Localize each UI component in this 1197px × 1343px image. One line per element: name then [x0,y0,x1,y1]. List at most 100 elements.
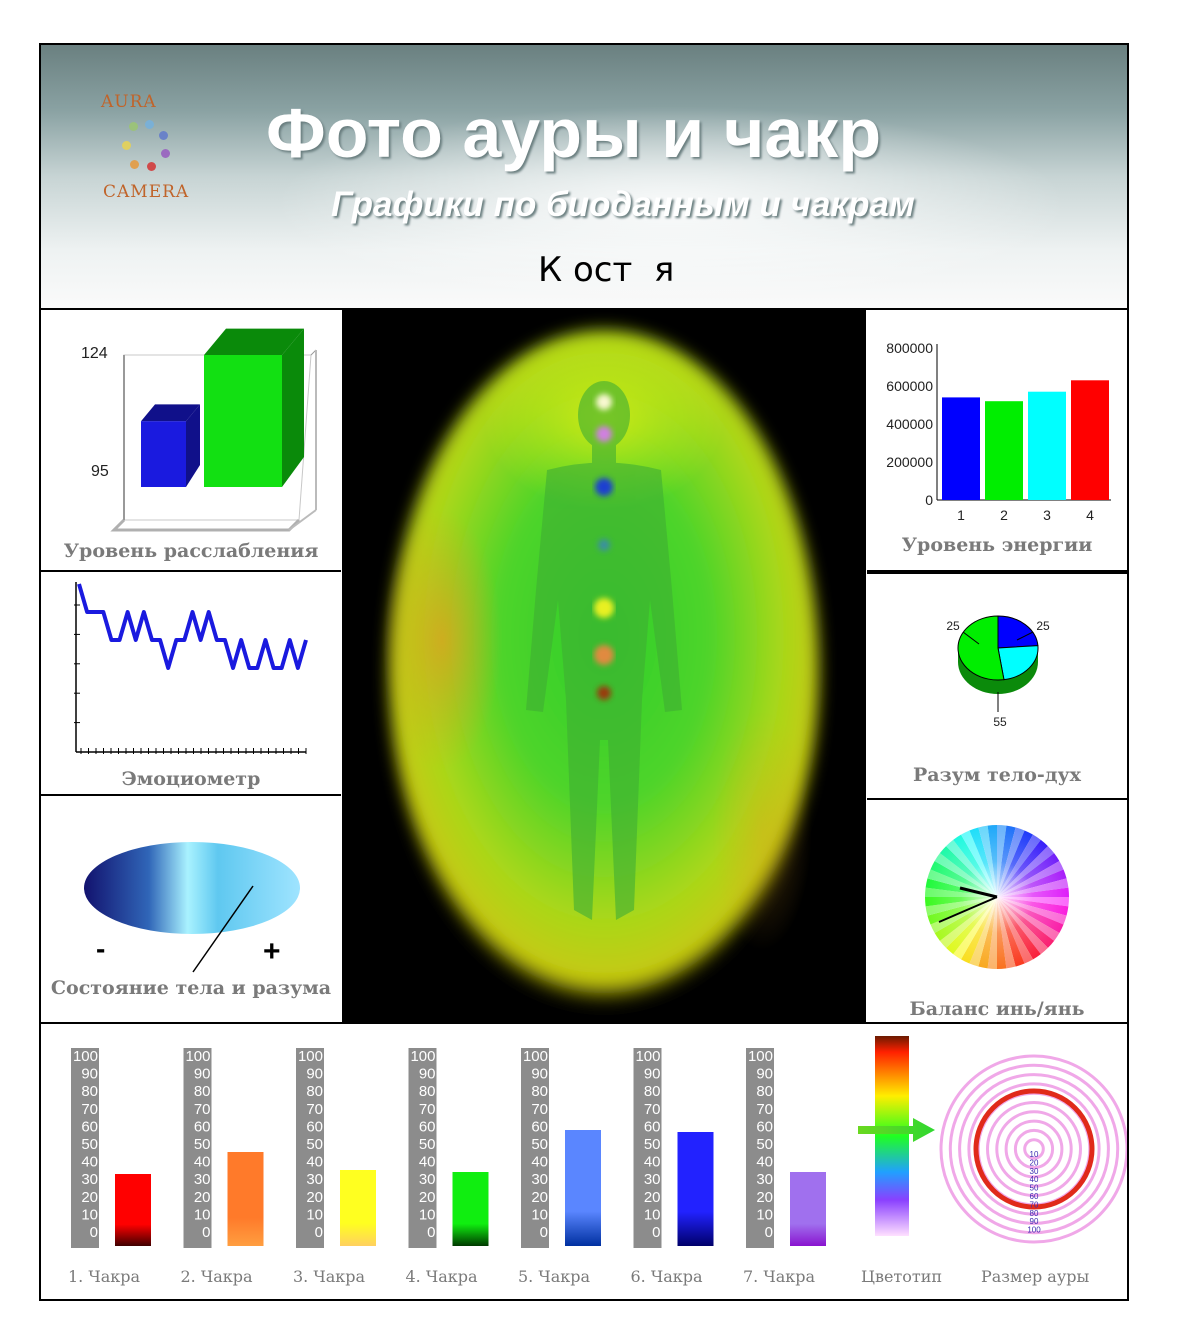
energy-y-tick: 200000 [886,454,933,470]
chakra-scale-tick: 60 [306,1118,323,1135]
chakra-4: 1009080706050403020100 [409,1048,489,1248]
energy-chart: 8000006000004000002000000 1234 [867,310,1127,530]
chakra-scale-tick: 50 [531,1136,548,1153]
chakra-scale-tick: 10 [306,1206,323,1223]
chakra-scale-tick: 30 [756,1171,773,1188]
emotiometer-chart [41,572,341,762]
chakra-scale-tick: 40 [81,1154,98,1171]
relaxation-bar-1 [141,404,200,487]
chakra-scale-tick: 0 [90,1224,98,1241]
aura-report: AURA CAMERA Фото ауры и чакр Графики по … [39,43,1129,1301]
body-mind-state-panel: - + Состояние тела и разума [41,796,341,1022]
plus-sign: + [263,935,281,968]
chakra-bars-chart: 1009080706050403020100100908070605040302… [41,1024,1127,1301]
chakra-scale-tick: 40 [194,1154,211,1171]
chakra-scale-tick: 60 [531,1118,548,1135]
chakra-scale-tick: 10 [756,1206,773,1223]
chakra-scale-tick: 100 [298,1048,323,1065]
chakra-scale-tick: 100 [185,1048,210,1065]
chakra-scale-tick: 100 [635,1048,660,1065]
chakra-scale-tick: 70 [194,1101,211,1118]
chakra-scale-tick: 10 [81,1206,98,1223]
chakra-bar-7 [790,1172,826,1246]
relaxation-bar-2 [204,329,304,487]
energy-x-tick: 2 [1000,507,1008,523]
chakra-bar-3 [340,1170,376,1246]
chakra-scale-tick: 30 [644,1171,661,1188]
chakra-scale-tick: 80 [531,1083,548,1100]
color-type-label: Цветотип [861,1267,942,1286]
color-type-bar [875,1036,909,1236]
chakra-scale-tick: 30 [194,1171,211,1188]
chakra-scale-tick: 70 [306,1101,323,1118]
logo-top-text: AURA [101,92,157,112]
relaxation-tick-top: 124 [81,345,108,362]
chakra-scale-tick: 20 [644,1189,661,1206]
chakra-scale-tick: 90 [531,1066,548,1083]
chakra-label-5: 5. Чакра [518,1267,590,1286]
chakra-scale-tick: 20 [306,1189,323,1206]
person-name: К ост я [538,250,674,290]
chakra-scale-tick: 40 [419,1154,436,1171]
chakra-scale-tick: 30 [531,1171,548,1188]
chakra-scale-tick: 20 [419,1189,436,1206]
chakra-scale-tick: 0 [765,1224,773,1241]
chakra-scale-tick: 10 [531,1206,548,1223]
mind-body-spirit-label: Разум тело-дух [867,764,1127,786]
chakra-label-7: 7. Чакра [743,1267,815,1286]
chakra-2: 1009080706050403020100 [184,1048,264,1248]
chakra-scale-tick: 20 [81,1189,98,1206]
chakra-scale-tick: 50 [306,1136,323,1153]
energy-y-tick: 600000 [886,378,933,394]
energy-x-tick: 3 [1043,507,1051,523]
chakra-scale-tick: 70 [756,1101,773,1118]
chakra-scale-tick: 60 [756,1118,773,1135]
chakra-scale-tick: 90 [194,1066,211,1083]
energy-bar-3 [1028,392,1066,500]
chakra-scale-tick: 80 [419,1083,436,1100]
energy-x-tick: 1 [957,507,965,523]
chakra-scale-tick: 80 [81,1083,98,1100]
mind-body-spirit-chart: 252555 [867,574,1127,754]
chakra-7: 1009080706050403020100 [746,1048,826,1248]
chakra-scale-tick: 100 [523,1048,548,1065]
chakra-label-1: 1. Чакра [68,1267,140,1286]
chakra-scale-tick: 50 [419,1136,436,1153]
chakras-section: 1009080706050403020100100908070605040302… [41,1022,1127,1301]
energy-y-tick: 0 [925,492,933,508]
chakra-scale-tick: 80 [194,1083,211,1100]
chakra-scale-tick: 10 [419,1206,436,1223]
yin-yang-label: Баланс инь/янь [867,998,1127,1020]
chakra-scale-tick: 90 [644,1066,661,1083]
chakra-bar-5 [565,1130,601,1246]
body-mind-ellipse [84,842,300,934]
chakra-scale-tick: 20 [756,1189,773,1206]
pie-label: 55 [993,715,1007,729]
chakra-3: 1009080706050403020100 [296,1048,376,1248]
page-title: Фото ауры и чакр [266,93,881,173]
chakra-scale-tick: 20 [194,1189,211,1206]
chakra-6: 1009080706050403020100 [634,1048,714,1248]
energy-panel: 8000006000004000002000000 1234 Уровень э… [867,310,1127,570]
chakra-scale-tick: 50 [81,1136,98,1153]
emotiometer-series [79,584,306,668]
chakra-scale-tick: 100 [748,1048,773,1065]
relaxation-label: Уровень расслабления [41,540,341,562]
chakra-scale-tick: 60 [194,1118,211,1135]
energy-bar-4 [1071,380,1109,500]
chakra-scale-tick: 40 [644,1154,661,1171]
chakra-scale-tick: 40 [531,1154,548,1171]
chakra-scale-tick: 10 [644,1206,661,1223]
header-banner: AURA CAMERA Фото ауры и чакр Графики по … [41,45,1127,310]
relaxation-chart: 124 95 [41,310,341,540]
chakra-scale-tick: 80 [756,1083,773,1100]
chakra-label-2: 2. Чакра [181,1267,253,1286]
page-subtitle: Графики по биоданным и чакрам [331,185,915,225]
relaxation-panel: 124 95 Уровень расслабления [41,310,341,570]
energy-label: Уровень энергии [867,534,1127,556]
emotiometer-panel: Эмоциометр [41,572,341,794]
chakra-scale-tick: 70 [644,1101,661,1118]
relaxation-tick-bottom: 95 [91,463,109,480]
energy-y-tick: 400000 [886,416,933,432]
emotiometer-label: Эмоциометр [41,768,341,790]
